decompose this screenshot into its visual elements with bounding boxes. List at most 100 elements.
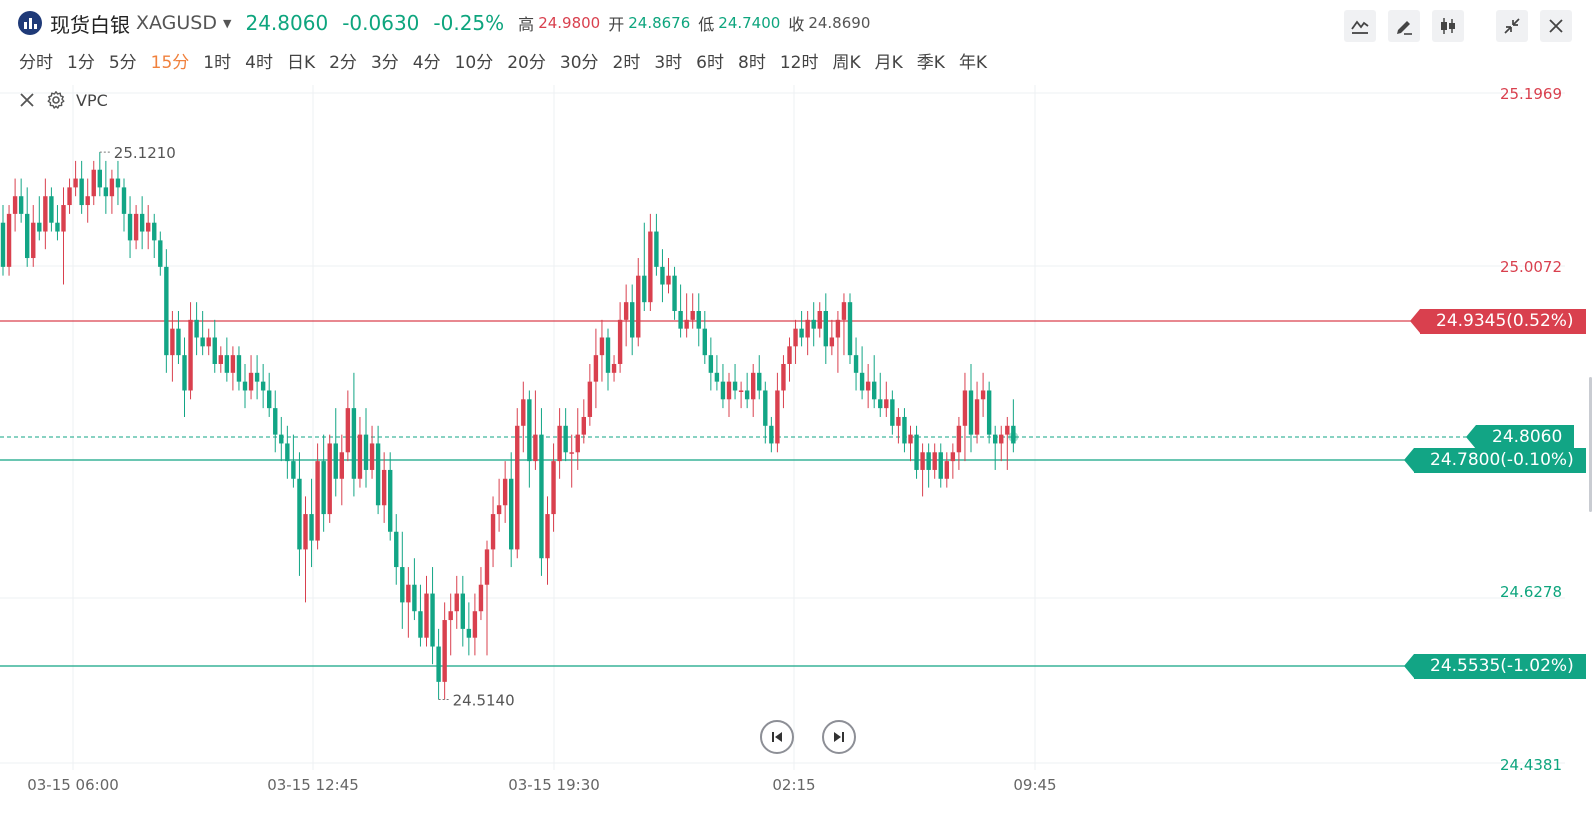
timeframe-tab[interactable]: 5分 [108,53,137,73]
candle-body [236,355,242,382]
candle-body [109,178,115,197]
candle-body [61,205,66,232]
quote-header: 现货白银 XAGUSD ▼ 24.8060 -0.0630 -0.25% 高 2… [0,0,1592,46]
candle-body [442,620,447,682]
candle-body [79,178,84,206]
timeframe-tab[interactable]: 3分 [370,53,399,73]
candle-body [853,355,859,373]
timeframe-tab[interactable]: 8时 [738,53,766,73]
candle-body [678,311,683,329]
candle-body [67,187,72,206]
y-axis-tick-label: 24.4381 [1500,756,1562,774]
timeframe-tab[interactable]: 3时 [654,53,683,73]
timeframe-tab[interactable]: 日K [286,53,316,73]
collapse-icon[interactable] [1496,10,1528,42]
timeframe-tab[interactable]: 15分 [150,53,190,73]
timeframe-tab[interactable]: 2时 [612,53,641,73]
skip-forward-button[interactable] [822,720,856,754]
timeframe-tab[interactable]: 1时 [203,53,232,73]
candle-body [968,390,974,435]
timeframe-tab[interactable]: 20分 [507,53,546,73]
candle-body [490,514,496,550]
timeframe-tab[interactable]: 4时 [245,53,273,73]
candle-body [515,425,520,550]
candle-body [230,355,236,373]
candle-body [357,434,363,479]
indicator-settings-gear-icon[interactable] [46,90,66,110]
candle-body [369,443,375,470]
candle-body [696,311,701,329]
candle-body [605,337,611,373]
instrument-name[interactable]: 现货白银 [50,12,130,37]
candle-body [811,319,816,329]
close-indicator-icon[interactable] [18,91,36,109]
candle-body [962,390,968,426]
draw-pencil-icon[interactable] [1388,10,1420,42]
timeframe-tab[interactable]: 1分 [67,53,95,73]
candle-body [291,461,296,479]
vertical-scrollbar[interactable] [1589,377,1592,512]
candle-body [920,452,925,470]
candle-body [388,469,393,532]
candle-body [660,266,665,285]
instrument-symbol[interactable]: XAGUSD [136,12,218,34]
close-label: 收 [788,15,805,34]
candle-body [448,611,453,621]
timeframe-tab[interactable]: 10分 [454,53,494,73]
candle-body [309,514,314,541]
price-line-tag[interactable]: 24.5535(-1.02%) [1404,654,1586,679]
candle-body [49,196,54,223]
candle-body [781,363,786,391]
timeframe-tab[interactable]: 分时 [19,53,53,73]
price-line-tag[interactable]: 24.9345(0.52%) [1410,309,1586,334]
candle-body [769,425,774,444]
candle-body [817,311,822,329]
timeframe-tab[interactable]: 月K [874,53,903,73]
candle-body [708,355,714,373]
chevron-down-icon[interactable]: ▼ [223,16,232,30]
timeframe-tab[interactable]: 2分 [329,53,357,73]
candle-body [218,355,223,364]
line-style-icon[interactable] [1344,10,1376,42]
candle-body [569,452,574,454]
candle-body [103,187,109,197]
candle-body [672,275,677,312]
candle-body [563,425,568,453]
candle-body [176,328,181,356]
y-axis-tick-label: 25.0072 [1500,258,1562,276]
timeframe-tab[interactable]: 季K [916,53,945,73]
candle-body [950,452,956,462]
candle-body [496,505,502,515]
timeframe-tab[interactable]: 4分 [412,53,441,73]
low-marker-label: 24.5140 [453,692,515,710]
candle-type-icon[interactable] [1432,10,1464,42]
candle-body [248,372,254,391]
candle-body [460,593,465,629]
candle-body [206,337,211,347]
candle-body [152,222,157,241]
candle-body [406,584,411,603]
candle-body [6,213,12,267]
candle-body [188,319,193,391]
timeframe-tab[interactable]: 年K [958,53,988,73]
skip-forward-icon [834,732,844,742]
x-axis-tick-label: 03-15 19:30 [508,776,600,794]
price-line-tag[interactable]: 24.7800(-0.10%) [1404,448,1586,473]
candle-body [502,478,508,506]
price-change: -0.0630 [342,11,420,35]
candle-body [212,337,217,364]
candle-body [980,390,986,400]
timeframe-tab[interactable]: 6时 [696,53,724,73]
timeframe-tab[interactable]: 30分 [559,53,599,73]
candle-body [31,222,36,259]
candle-body [872,381,877,400]
close-icon[interactable] [1540,10,1572,42]
candle-body [539,434,544,559]
timeframe-tab[interactable]: 12时 [779,53,819,73]
candle-body [327,443,332,515]
candle-body [158,240,163,267]
skip-back-button[interactable] [760,720,794,754]
timeframe-tab[interactable]: 周K [832,53,861,73]
candle-body [127,213,133,241]
